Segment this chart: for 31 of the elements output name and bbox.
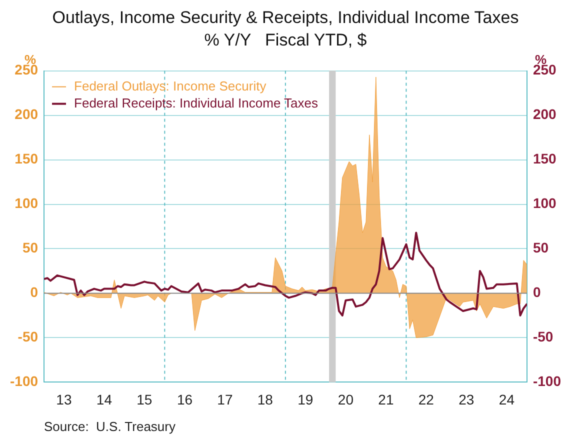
y2-tick-label: 50 xyxy=(532,240,549,256)
x-tick-label: 13 xyxy=(56,391,72,408)
legend-label: Federal Outlays: Income Security xyxy=(74,78,267,94)
chart-subtitle: % Y/Y Fiscal YTD, $ xyxy=(204,30,368,50)
x-tick-label: 21 xyxy=(378,391,394,408)
x-tick-label: 20 xyxy=(338,391,354,408)
x-tick-label: 22 xyxy=(418,391,434,408)
chart-title: Outlays, Income Security & Receipts, Individual Income Taxes xyxy=(52,8,519,27)
x-tick-label: 19 xyxy=(298,391,314,408)
y2-tick-label: -50 xyxy=(532,328,554,345)
source-note: Source: U.S. Treasury xyxy=(44,419,176,434)
y2-tick-label: -100 xyxy=(532,373,562,390)
legend-label: Federal Receipts: Individual Income Taxes xyxy=(74,95,319,110)
x-tick-label: 14 xyxy=(96,391,112,408)
x-tick-label: 16 xyxy=(176,391,193,408)
y-tick-label: -50 xyxy=(18,328,38,345)
y-tick-label: 0 xyxy=(30,284,38,300)
y2-tick-label: 0 xyxy=(532,284,541,300)
y-tick-label: -100 xyxy=(10,373,38,390)
y2-tick-label: 200 xyxy=(532,106,557,122)
y-tick-label: 200 xyxy=(14,106,38,122)
y2-tick-label: 100 xyxy=(532,195,557,212)
y-tick-label: 50 xyxy=(22,240,38,256)
x-tick-label: 23 xyxy=(458,391,474,408)
x-tick-label: 15 xyxy=(136,391,152,408)
x-tick-label: 18 xyxy=(257,391,274,408)
x-tick-label: 24 xyxy=(498,391,515,408)
y2-tick-label: 150 xyxy=(532,150,557,167)
x-tick-label: 17 xyxy=(217,391,233,408)
y-tick-label: 100 xyxy=(14,195,38,212)
y-tick-label: 150 xyxy=(14,150,38,167)
